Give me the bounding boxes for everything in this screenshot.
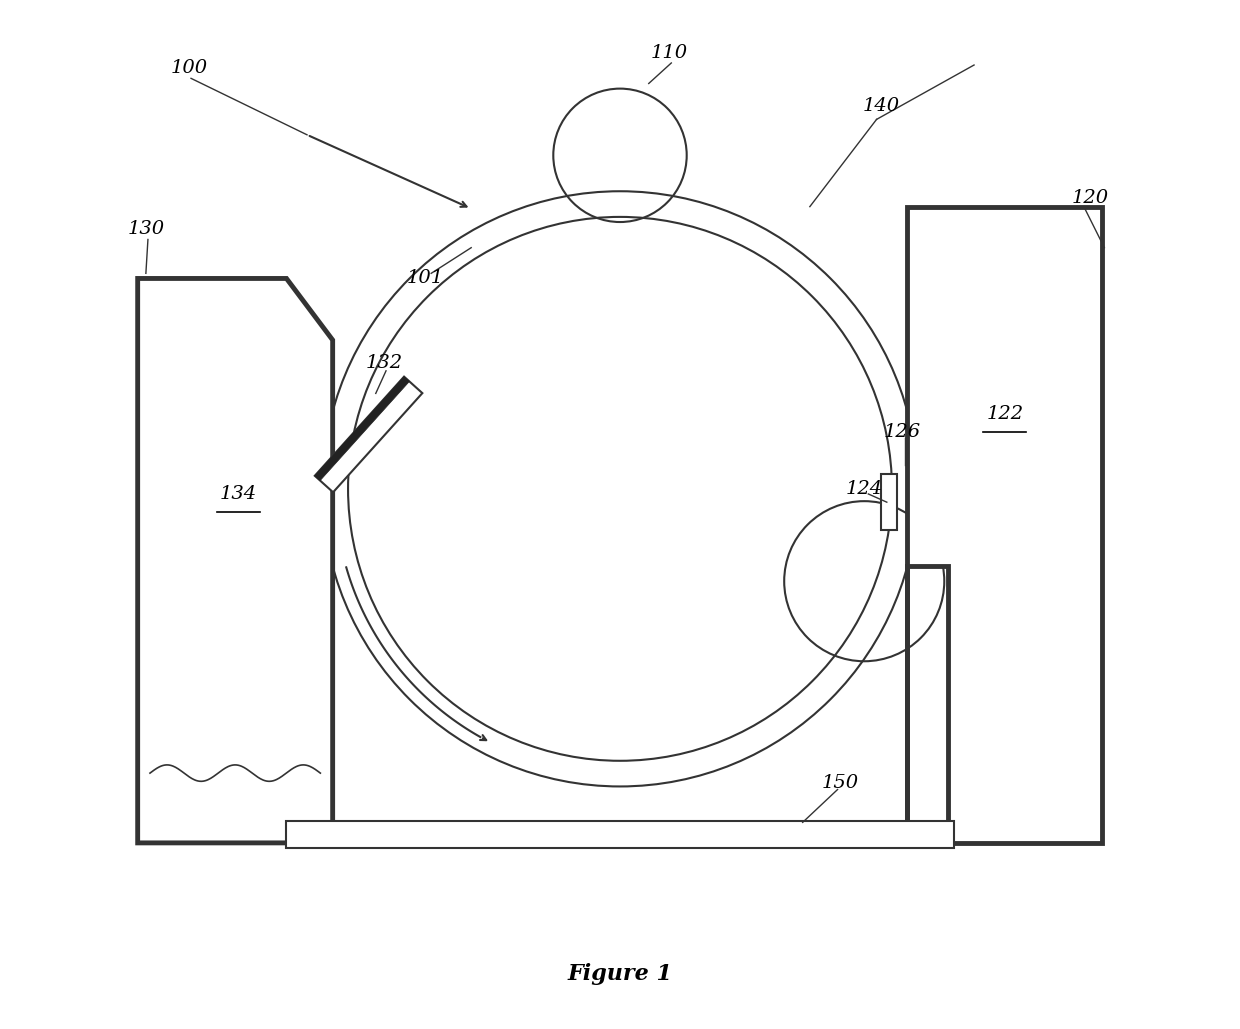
Polygon shape <box>138 279 332 843</box>
Bar <box>286 821 954 848</box>
Text: Figure 1: Figure 1 <box>568 963 672 985</box>
Text: 122: 122 <box>986 405 1023 423</box>
Polygon shape <box>908 207 1102 843</box>
Bar <box>880 474 897 530</box>
Text: 124: 124 <box>846 480 883 498</box>
Text: 126: 126 <box>884 423 921 441</box>
Text: 100: 100 <box>170 59 207 77</box>
Text: 132: 132 <box>366 354 403 371</box>
Text: 110: 110 <box>651 43 688 62</box>
Text: 130: 130 <box>128 220 165 238</box>
Text: 140: 140 <box>863 97 900 115</box>
Text: 150: 150 <box>822 775 859 792</box>
Polygon shape <box>315 377 409 481</box>
Text: 101: 101 <box>407 270 444 287</box>
Text: 120: 120 <box>1071 189 1109 208</box>
Text: 134: 134 <box>219 485 257 503</box>
Polygon shape <box>315 377 423 492</box>
